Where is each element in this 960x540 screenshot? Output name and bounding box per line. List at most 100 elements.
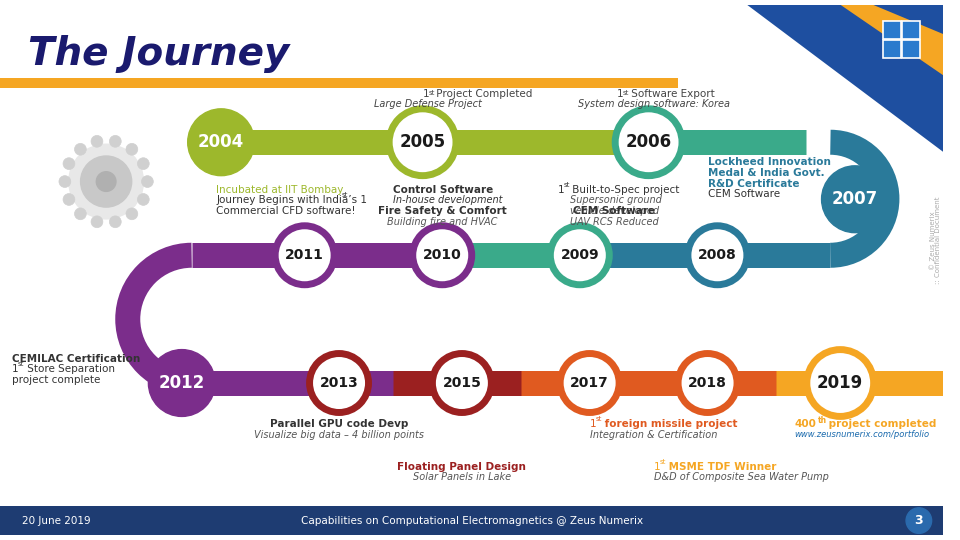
Text: 3: 3 xyxy=(915,514,924,527)
Circle shape xyxy=(126,144,138,155)
Text: Journey Begins with India’s 1: Journey Begins with India’s 1 xyxy=(216,195,368,205)
Text: CEMILAC Certification: CEMILAC Certification xyxy=(12,354,140,363)
Circle shape xyxy=(309,354,369,413)
Circle shape xyxy=(109,136,121,147)
Text: 20 June 2019: 20 June 2019 xyxy=(22,516,90,525)
Text: Incubated at IIT Bombay: Incubated at IIT Bombay xyxy=(216,185,344,194)
Text: © Zeus Numerix: © Zeus Numerix xyxy=(929,211,936,270)
Text: The Journey: The Journey xyxy=(28,35,289,73)
Text: project complete: project complete xyxy=(12,375,100,385)
Text: 2011: 2011 xyxy=(285,248,324,262)
Text: Large Defense Project: Large Defense Project xyxy=(373,99,481,109)
Text: 2017: 2017 xyxy=(570,376,609,390)
Text: UAV RCS Reduced: UAV RCS Reduced xyxy=(570,217,659,227)
Text: Lockheed Innovation: Lockheed Innovation xyxy=(708,157,830,167)
FancyBboxPatch shape xyxy=(0,506,944,535)
Circle shape xyxy=(389,109,456,176)
Text: Software Export: Software Export xyxy=(628,89,714,99)
FancyBboxPatch shape xyxy=(902,40,920,58)
Text: 2007: 2007 xyxy=(832,190,878,208)
Circle shape xyxy=(432,354,492,413)
Circle shape xyxy=(906,508,931,534)
Circle shape xyxy=(91,216,103,228)
Text: 1: 1 xyxy=(558,185,564,194)
FancyBboxPatch shape xyxy=(883,22,901,39)
Text: 2004: 2004 xyxy=(198,133,244,151)
Text: st: st xyxy=(564,181,570,187)
Circle shape xyxy=(806,349,874,416)
Text: 2006: 2006 xyxy=(626,133,672,151)
Text: 2005: 2005 xyxy=(399,133,445,151)
Text: st: st xyxy=(342,192,348,198)
Circle shape xyxy=(75,144,86,155)
Text: 2009: 2009 xyxy=(561,248,599,262)
Text: Medal & India Govt.: Medal & India Govt. xyxy=(708,168,825,178)
Text: 1: 1 xyxy=(12,364,18,374)
Text: 1: 1 xyxy=(617,89,624,99)
Text: st: st xyxy=(623,90,630,96)
Text: st: st xyxy=(595,416,602,422)
Polygon shape xyxy=(840,5,944,76)
Text: 2013: 2013 xyxy=(320,376,358,390)
Text: Building fire and HVAC: Building fire and HVAC xyxy=(387,217,497,227)
Text: System design software: Korea: System design software: Korea xyxy=(578,99,730,109)
Text: Supersonic ground: Supersonic ground xyxy=(570,195,661,205)
Text: Fire Safety & Comfort: Fire Safety & Comfort xyxy=(378,206,507,216)
Text: Solar Panels in Lake: Solar Panels in Lake xyxy=(413,472,511,482)
Text: 2008: 2008 xyxy=(698,248,736,262)
Circle shape xyxy=(96,172,116,191)
Text: D&D of Composite Sea Water Pump: D&D of Composite Sea Water Pump xyxy=(654,472,828,482)
Text: Parallel GPU code Devp: Parallel GPU code Devp xyxy=(270,420,408,429)
Text: 2012: 2012 xyxy=(158,374,204,392)
Text: Floating Panel Design: Floating Panel Design xyxy=(397,462,526,471)
Circle shape xyxy=(69,144,143,219)
Circle shape xyxy=(550,226,610,285)
Text: CEM Software: CEM Software xyxy=(573,206,656,216)
Circle shape xyxy=(63,193,75,205)
Text: vehicle developed: vehicle developed xyxy=(570,206,660,216)
Circle shape xyxy=(560,354,619,413)
Text: st: st xyxy=(428,90,435,96)
Circle shape xyxy=(149,349,215,416)
Circle shape xyxy=(91,136,103,147)
Text: th: th xyxy=(818,416,827,426)
Text: Project Completed: Project Completed xyxy=(433,89,533,99)
Polygon shape xyxy=(747,5,944,152)
Text: MSME TDF Winner: MSME TDF Winner xyxy=(665,462,777,471)
Circle shape xyxy=(59,176,71,187)
Text: 400: 400 xyxy=(794,420,816,429)
Circle shape xyxy=(141,176,154,187)
Text: 2010: 2010 xyxy=(422,248,462,262)
FancyBboxPatch shape xyxy=(883,40,901,58)
Text: Capabilities on Computational Electromagnetics @ Zeus Numerix: Capabilities on Computational Electromag… xyxy=(300,516,643,525)
Circle shape xyxy=(81,156,132,207)
Text: Commercial CFD software!: Commercial CFD software! xyxy=(216,206,356,216)
Text: :: Confidential Document: :: Confidential Document xyxy=(935,197,942,284)
FancyBboxPatch shape xyxy=(902,22,920,39)
Circle shape xyxy=(413,226,471,285)
Text: 2015: 2015 xyxy=(443,376,481,390)
Circle shape xyxy=(822,166,888,233)
Text: Control Software: Control Software xyxy=(393,185,493,194)
Circle shape xyxy=(63,158,75,170)
Text: CEM Software: CEM Software xyxy=(708,190,780,199)
Circle shape xyxy=(188,109,254,176)
Text: foreign missile project: foreign missile project xyxy=(601,420,738,429)
Circle shape xyxy=(678,354,737,413)
Text: project completed: project completed xyxy=(826,420,937,429)
Text: Store Separation: Store Separation xyxy=(24,364,114,374)
Text: st: st xyxy=(660,458,666,465)
Text: 1: 1 xyxy=(422,89,429,99)
Text: Built-to-Spec project: Built-to-Spec project xyxy=(569,185,680,194)
Text: st: st xyxy=(17,361,24,367)
Circle shape xyxy=(137,193,149,205)
Circle shape xyxy=(126,208,138,220)
Text: In-house development: In-house development xyxy=(393,195,503,205)
Circle shape xyxy=(137,158,149,170)
Circle shape xyxy=(276,226,334,285)
Circle shape xyxy=(615,109,682,176)
Text: 2018: 2018 xyxy=(688,376,727,390)
Text: 1: 1 xyxy=(589,420,596,429)
Text: www.zeusnumerix.com/portfolio: www.zeusnumerix.com/portfolio xyxy=(794,430,929,439)
Text: 2019: 2019 xyxy=(817,374,863,392)
